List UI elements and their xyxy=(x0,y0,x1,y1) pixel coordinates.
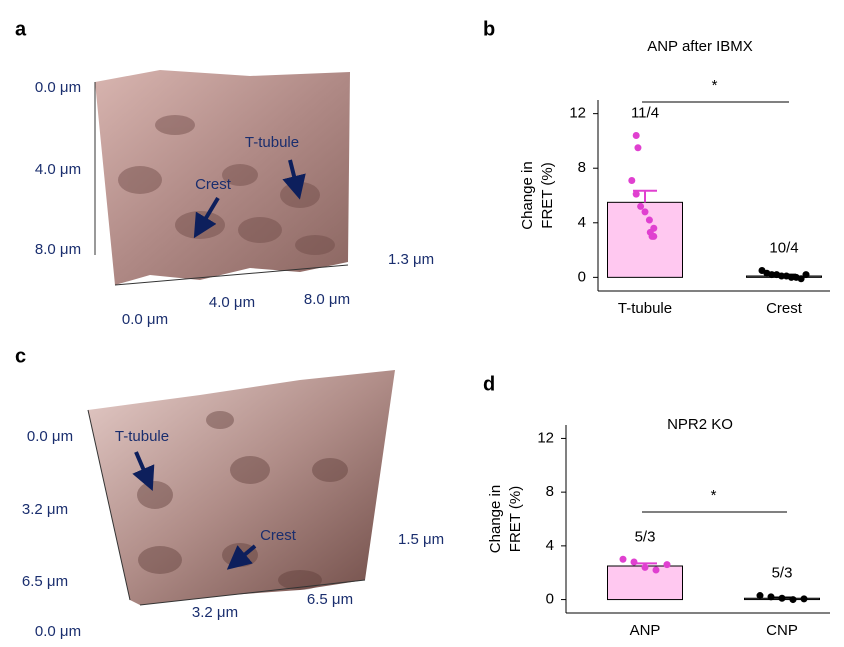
bar-chart: NPR2 KO Change in FRET (%) 0 4 8 12 5/3 ANP 5/3 CN… xyxy=(487,416,830,639)
x-tick-label: CNP xyxy=(766,622,798,639)
data-point xyxy=(778,272,786,280)
data-point xyxy=(634,144,642,152)
panel-label: b xyxy=(483,18,495,40)
y-axis-label: Change in xyxy=(487,485,504,553)
data-point xyxy=(650,232,658,240)
data-point xyxy=(641,563,649,571)
x-tick-label: T-tubule xyxy=(618,300,672,317)
data-point xyxy=(767,593,775,601)
afm-axis-label: 3.2 μm xyxy=(22,501,68,518)
error-bar xyxy=(633,189,657,203)
afm-axis-label: 0.0 μm xyxy=(122,311,168,328)
afm-axis-label: 6.5 μm xyxy=(307,591,353,608)
data-point xyxy=(787,273,795,281)
y-axis-label: Change in xyxy=(519,161,536,229)
panel-label: d xyxy=(483,373,495,395)
data-point xyxy=(797,275,805,283)
afm-axis-label: 1.3 μm xyxy=(388,251,434,268)
y-tick-label: 4 xyxy=(578,214,586,231)
significance-label: * xyxy=(712,77,718,94)
afm-axis-label: 0.0 μm xyxy=(27,428,73,445)
x-tick-label: Crest xyxy=(766,300,803,317)
chart-title: NPR2 KO xyxy=(667,416,733,433)
significance-label: * xyxy=(711,487,717,504)
y-tick-label: 0 xyxy=(578,268,586,285)
data-point xyxy=(637,202,645,210)
y-tick-label: 12 xyxy=(537,429,554,446)
y-tick-label: 8 xyxy=(546,483,554,500)
data-point xyxy=(789,596,797,604)
n-label: 5/3 xyxy=(635,528,656,545)
data-point xyxy=(630,558,638,566)
afm-axis-label: 6.5 μm xyxy=(22,573,68,590)
y-axis-label: FRET (%) xyxy=(539,162,556,228)
n-label: 5/3 xyxy=(772,565,793,582)
afm-annotation: Crest xyxy=(260,527,297,544)
panel-label: c xyxy=(15,345,26,367)
data-point xyxy=(802,271,810,279)
afm-axis-label: 1.5 μm xyxy=(398,531,444,548)
data-point xyxy=(645,216,653,224)
data-point xyxy=(632,131,640,139)
bar-chart: ANP after IBMX Change in FRET (%) 0 4 8 12 11/4… xyxy=(519,38,830,317)
data-point xyxy=(652,566,660,574)
data-point xyxy=(768,271,776,279)
y-tick-label: 12 xyxy=(569,105,586,122)
data-point xyxy=(800,595,808,603)
data-point xyxy=(756,592,764,600)
chart-title: ANP after IBMX xyxy=(647,38,753,55)
data-point xyxy=(778,594,786,602)
n-label: 10/4 xyxy=(769,240,798,257)
y-tick-label: 0 xyxy=(546,591,554,608)
panel-label: a xyxy=(15,18,27,40)
y-axis-label: FRET (%) xyxy=(507,486,524,552)
afm-annotation: T-tubule xyxy=(245,134,299,151)
afm-axis-label: 0.0 μm xyxy=(35,623,81,640)
y-tick-label: 4 xyxy=(546,537,554,554)
data-point xyxy=(628,176,636,184)
data-point xyxy=(619,555,627,563)
data-point xyxy=(663,561,671,569)
afm-c xyxy=(87,370,395,606)
data-point xyxy=(641,208,649,216)
afm-annotation: T-tubule xyxy=(115,428,169,445)
afm-axis-label: 4.0 μm xyxy=(209,294,255,311)
afm-axis-label: 0.0 μm xyxy=(35,79,81,96)
afm-axis-label: 8.0 μm xyxy=(35,241,81,258)
n-label: 11/4 xyxy=(631,104,659,121)
afm-axis-label: 8.0 μm xyxy=(304,291,350,308)
afm-axis-label: 4.0 μm xyxy=(35,161,81,178)
data-point xyxy=(632,190,640,198)
y-tick-label: 8 xyxy=(578,159,586,176)
afm-annotation: Crest xyxy=(195,176,232,193)
afm-a xyxy=(94,70,350,286)
afm-axis-label: 3.2 μm xyxy=(192,604,238,621)
x-tick-label: ANP xyxy=(630,622,661,639)
bar xyxy=(607,565,683,601)
